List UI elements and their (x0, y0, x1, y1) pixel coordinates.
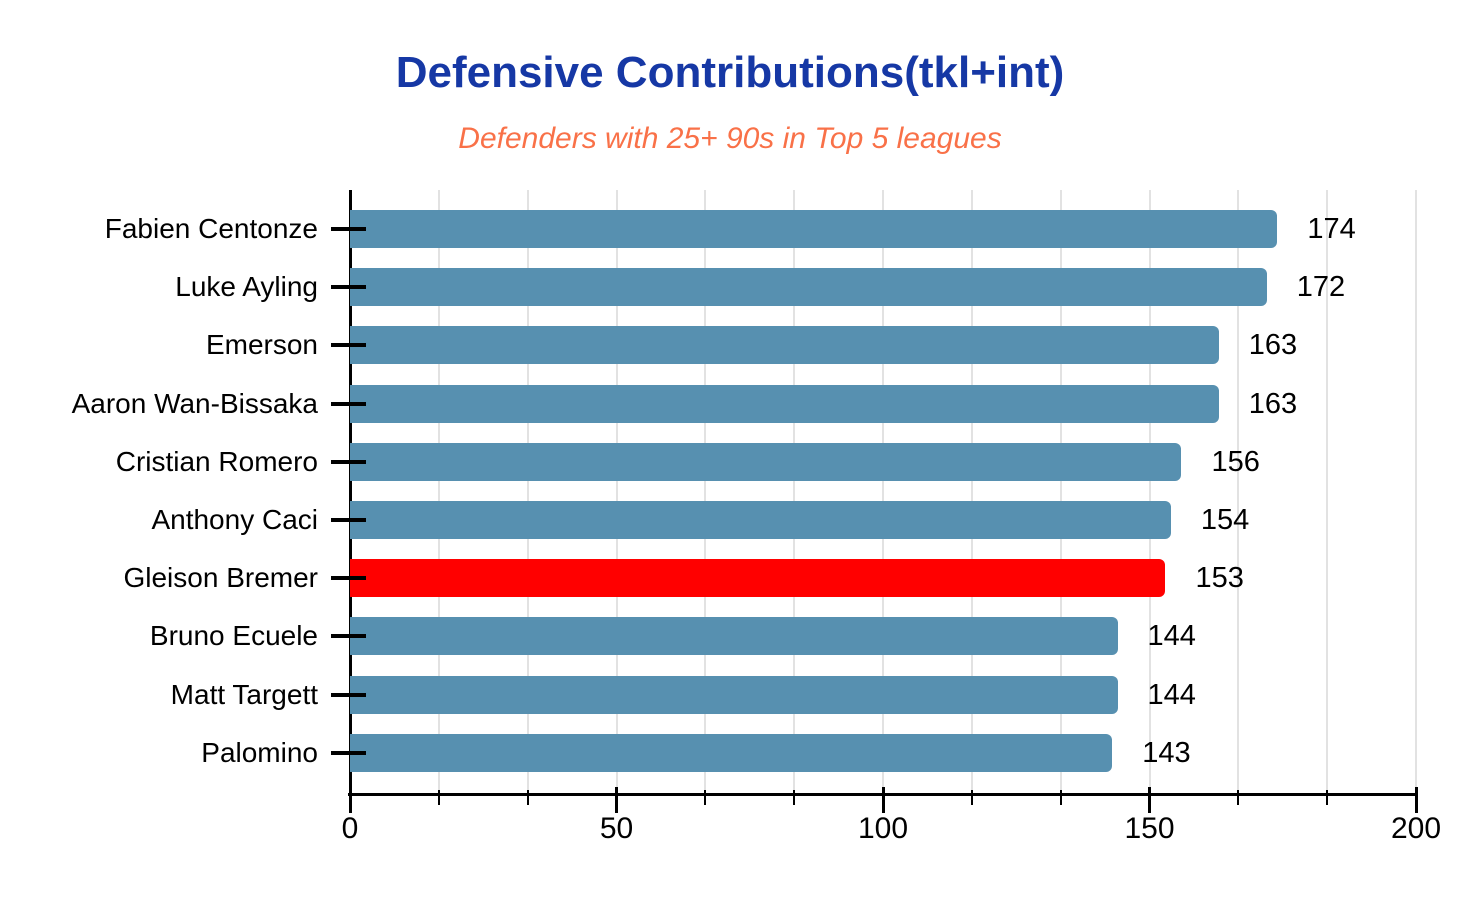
x-axis-tick-label: 50 (599, 812, 634, 845)
y-axis-category-label: Anthony Caci (151, 504, 318, 535)
plot-area: Fabien Centonze 174 Luke Ayling 172 Emerson 1… (72, 190, 1441, 845)
x-axis-minor-tick (1059, 790, 1062, 805)
y-axis-category-label: Emerson (205, 329, 318, 361)
y-axis-tick (331, 692, 366, 697)
y-axis-tick (331, 576, 366, 581)
bar-value-label: 163 (1248, 329, 1298, 362)
bar (350, 501, 1171, 539)
bar (350, 268, 1267, 307)
y-axis-category-label: Luke Ayling (175, 271, 318, 303)
bar-value-label: 154 (1200, 504, 1250, 536)
bar-value-label: 156 (1211, 445, 1260, 478)
y-axis-category-label: Bruno Ecuele (149, 620, 318, 652)
bar-value-label: 144 (1147, 620, 1196, 653)
bar (350, 326, 1219, 365)
bar (350, 384, 1219, 423)
x-axis-minor-tick (526, 790, 529, 805)
gridline (970, 190, 973, 795)
bar-value-label: 172 (1296, 271, 1346, 304)
bar-value-label: 143 (1142, 736, 1191, 769)
chart-subtitle: Defenders with 25+ 90s in Top 5 leagues (458, 122, 1002, 155)
bar (350, 442, 1182, 481)
gridline (526, 190, 529, 795)
gridline (793, 190, 796, 795)
y-axis-tick (331, 459, 366, 464)
y-axis-tick (331, 227, 366, 231)
y-axis-line (349, 190, 352, 795)
x-axis-minor-tick (793, 790, 796, 805)
x-axis-tick-label: 100 (857, 812, 909, 845)
y-axis-tick (331, 518, 366, 522)
x-axis-major-tick (615, 787, 618, 813)
x-axis-minor-tick (437, 790, 440, 805)
gridline (1237, 190, 1240, 795)
y-axis-category-label: Palomino (201, 736, 318, 768)
gridline (882, 190, 884, 795)
gridline (704, 190, 707, 795)
x-axis-minor-tick (1237, 790, 1240, 805)
x-axis-minor-tick (1326, 790, 1329, 805)
x-axis-minor-tick (970, 790, 973, 805)
bar (350, 733, 1113, 772)
x-axis-major-tick (1148, 787, 1151, 813)
x-axis-minor-tick (704, 790, 707, 805)
y-axis-tick (331, 285, 366, 290)
x-axis-tick-label: 200 (1390, 812, 1442, 845)
x-axis-tick-label: 0 (341, 812, 359, 845)
bar (350, 210, 1278, 248)
y-axis-category-label: Fabien Centonze (104, 213, 318, 244)
gridline (1415, 190, 1417, 795)
y-axis-category-label: Matt Targett (170, 678, 318, 710)
gridline (1148, 190, 1151, 795)
x-axis-tick-label: 150 (1124, 812, 1175, 845)
x-axis-major-tick (881, 787, 885, 813)
bar-value-label: 144 (1147, 678, 1196, 711)
gridline (615, 190, 618, 795)
chart-title: Defensive Contributions(tkl+int) (395, 48, 1065, 97)
y-axis-tick (331, 750, 366, 755)
gridline (1059, 190, 1062, 795)
y-axis-tick (331, 401, 366, 406)
bar-value-label: 153 (1195, 562, 1244, 595)
y-axis-tick (331, 634, 366, 639)
gridline (1326, 190, 1329, 795)
bar (350, 617, 1118, 656)
y-axis-category-label: Cristian Romero (115, 445, 318, 477)
y-axis-category-label: Aaron Wan-Bissaka (71, 387, 318, 419)
bar-highlighted (350, 559, 1166, 598)
bar (350, 675, 1118, 714)
x-axis-major-tick (348, 787, 352, 813)
bar-value-label: 174 (1307, 213, 1356, 245)
bar-value-label: 163 (1248, 387, 1298, 420)
y-axis-tick (331, 343, 366, 348)
y-axis-category-label: Gleison Bremer (123, 562, 318, 594)
gridline (437, 190, 440, 795)
x-axis-major-tick (1414, 787, 1418, 813)
